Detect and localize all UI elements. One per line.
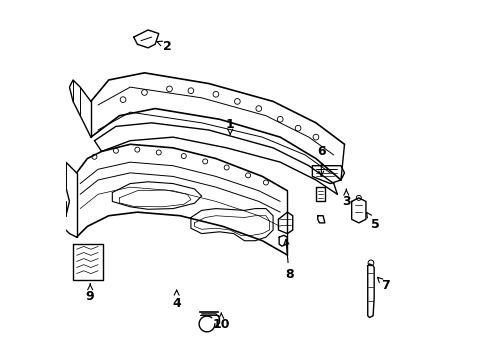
Text: 10: 10 [212,312,229,331]
Text: 9: 9 [86,284,94,303]
Text: 6: 6 [316,145,325,176]
Text: 3: 3 [341,189,350,208]
Text: 2: 2 [157,40,172,53]
Text: 5: 5 [366,212,379,231]
Text: 7: 7 [377,277,389,292]
Text: 1: 1 [225,118,234,134]
Text: 4: 4 [172,290,181,310]
Text: 8: 8 [284,239,293,281]
